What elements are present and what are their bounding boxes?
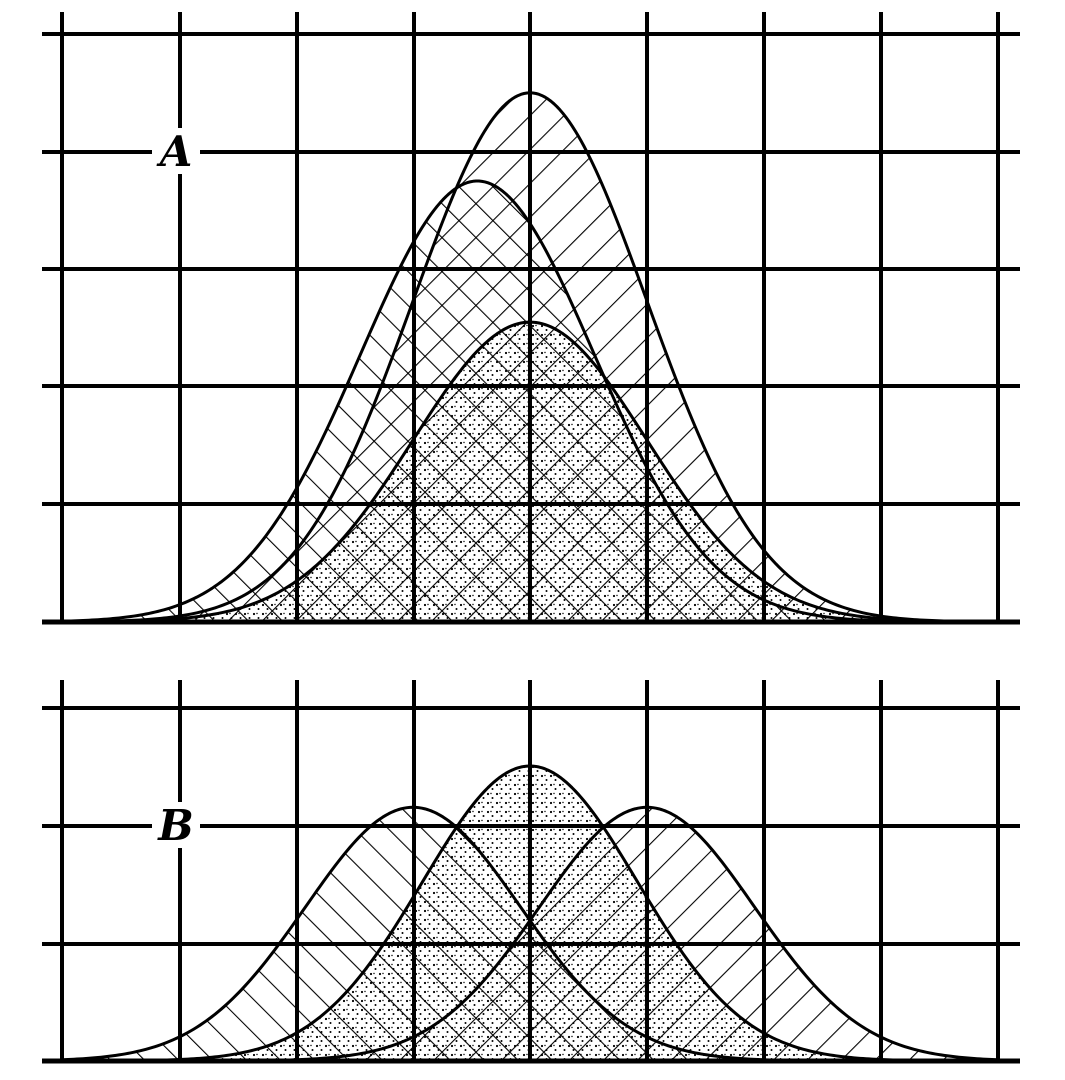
panel-a-label: A (156, 127, 193, 176)
panel-a-label-background (152, 128, 200, 174)
panel-b: B (42, 680, 1020, 1064)
panel-b-label-background (152, 802, 200, 848)
panel-a: A (42, 12, 1020, 625)
panel-a-grid (42, 12, 1020, 625)
panel-b-grid (42, 680, 1020, 1064)
panel-b-label: B (157, 801, 194, 850)
